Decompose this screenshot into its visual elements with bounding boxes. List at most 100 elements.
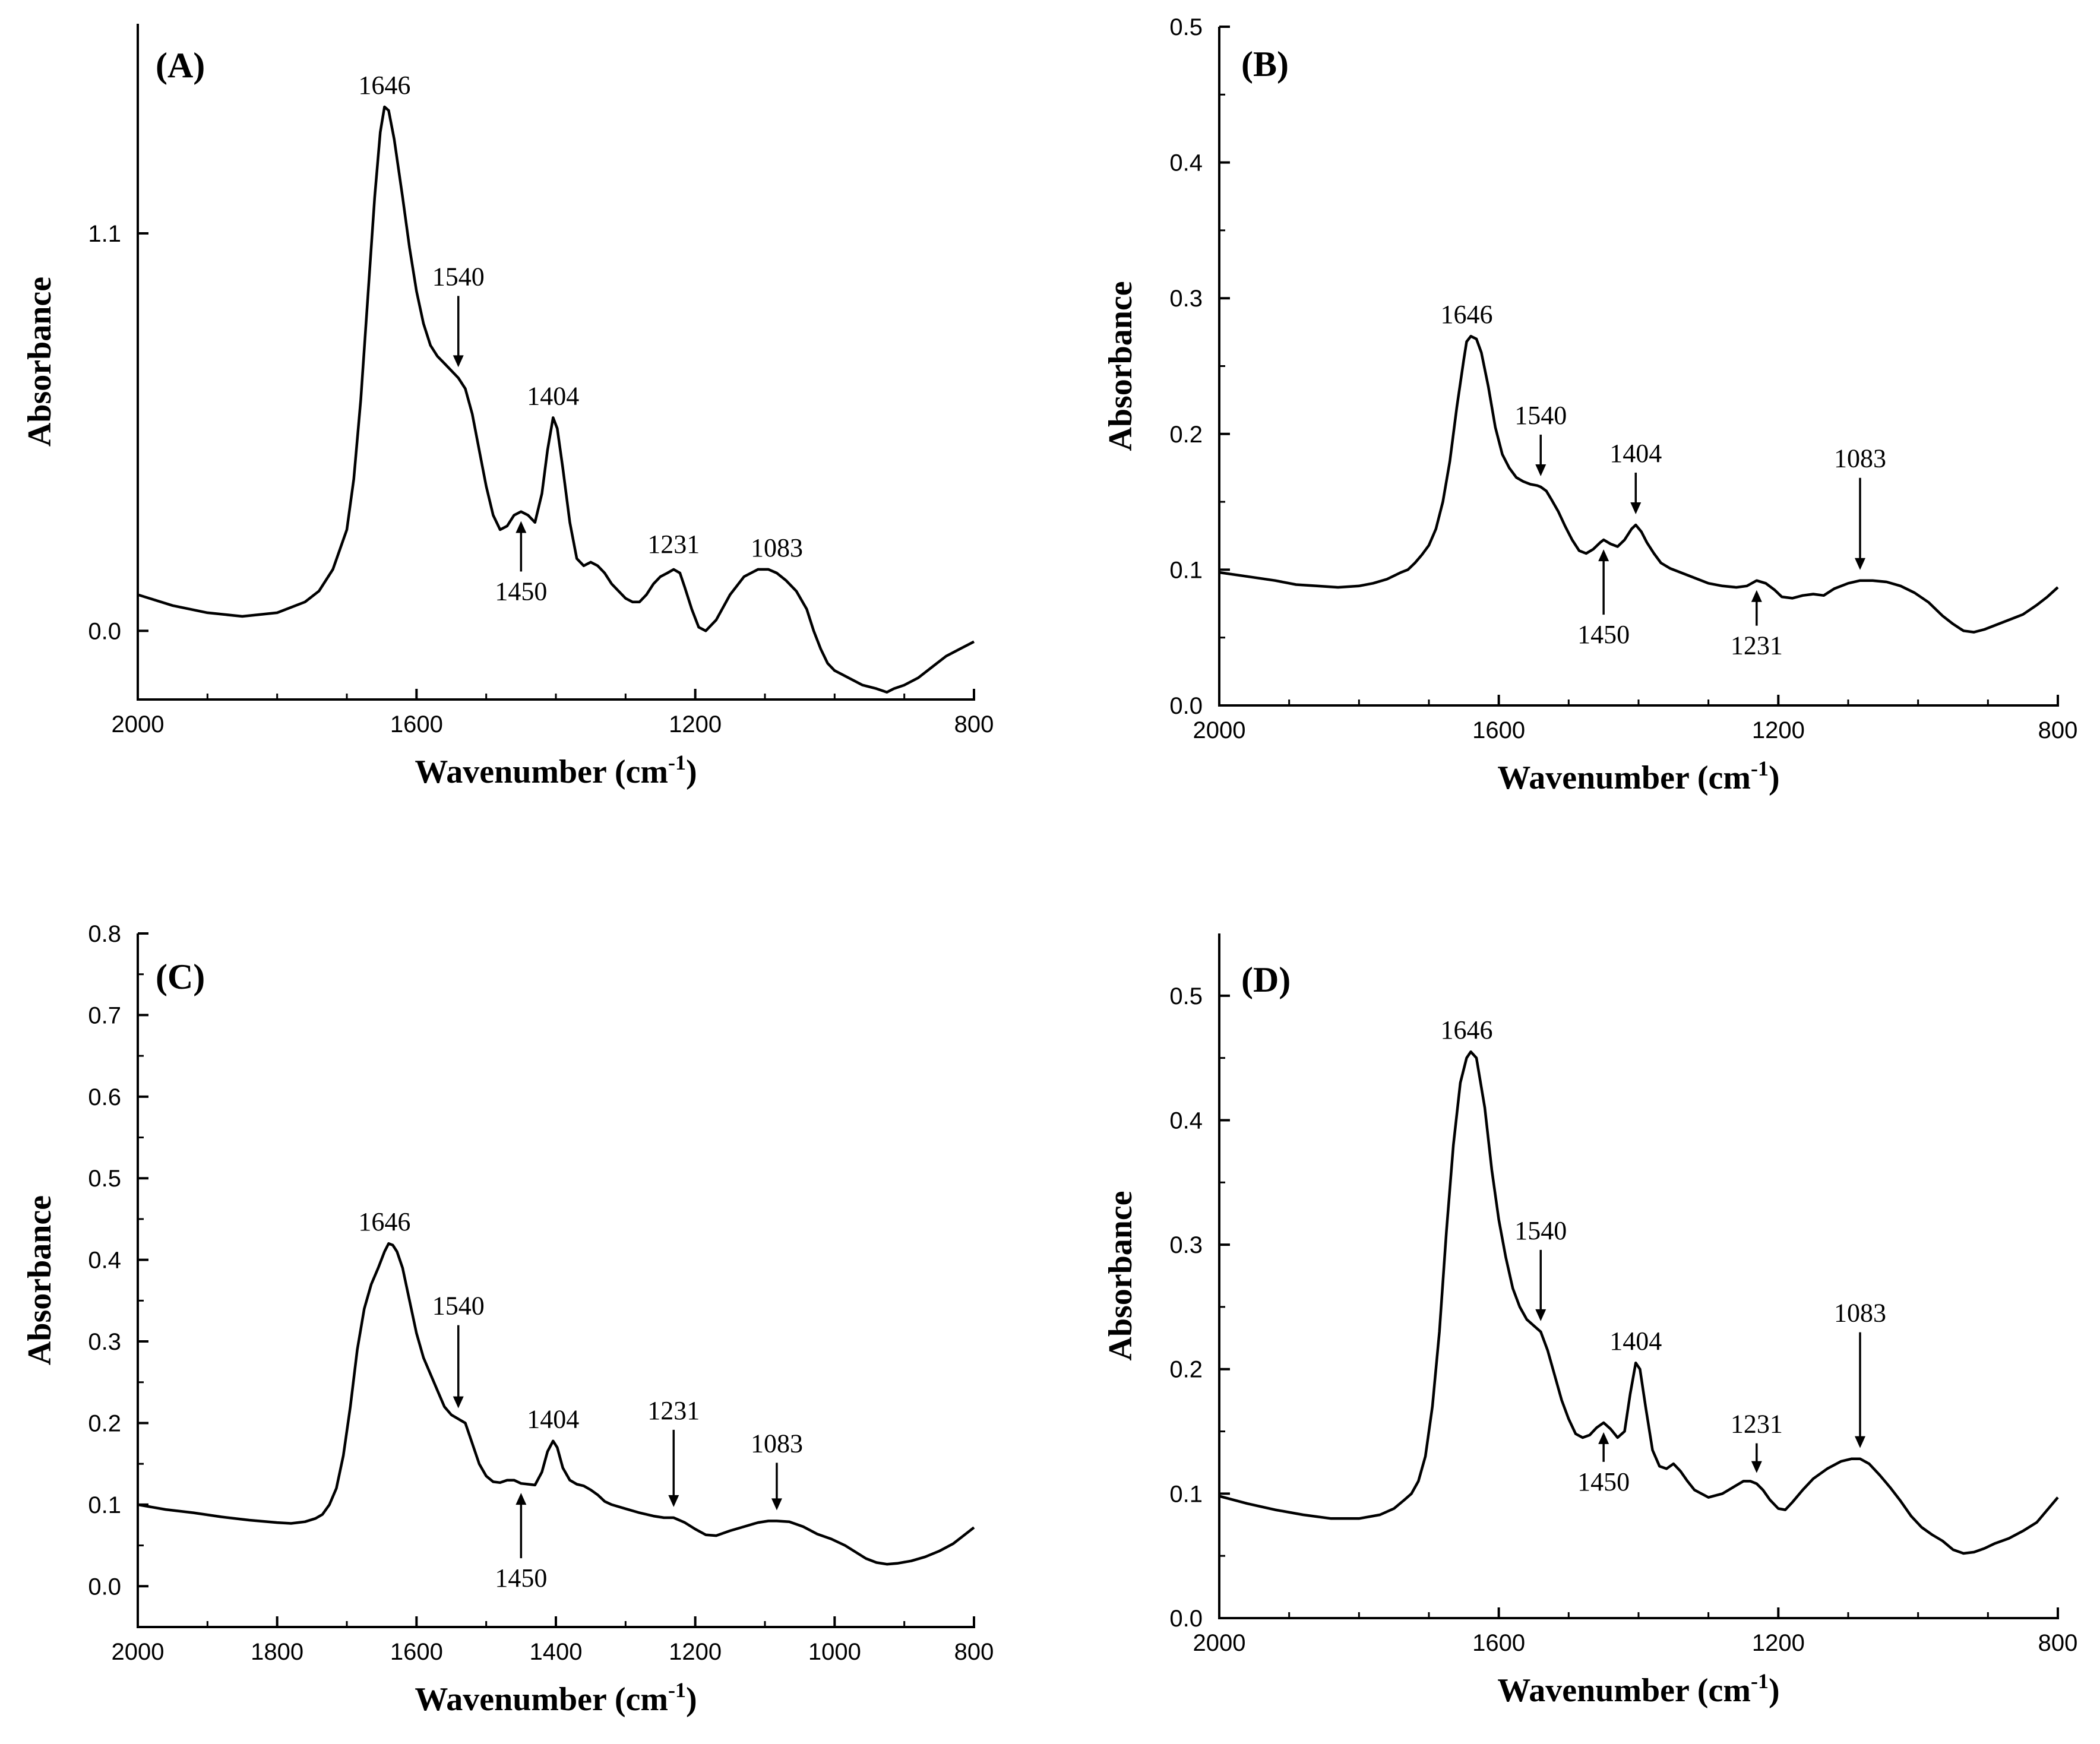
annotation-label: 1231 (1731, 1410, 1783, 1439)
peak-annotation-1646: 1646 (1441, 1015, 1493, 1044)
arrow-head (668, 1495, 679, 1507)
y-tick-label: 0.1 (1169, 557, 1203, 583)
peak-annotation-1231: 1231 (1731, 590, 1783, 660)
x-tick-label: 1200 (1752, 717, 1805, 743)
chart-panel-b: 2000 1600 1200 800 0.0 0.1 0.2 0.3 0.4 0.5 (B) Wave… (1102, 14, 2077, 796)
chart-panel-c: 2000 1800 1600 1400 1200 1000 800 0.0 0.1 0.2 0.3 0… (21, 921, 994, 1718)
peak-annotation-1231: 1231 (647, 1396, 700, 1507)
axis-frame (1218, 27, 2059, 707)
peak-annotation-1083: 1083 (751, 1429, 803, 1511)
y-tick-label: 0.1 (88, 1492, 121, 1518)
y-tick-label: 0.5 (88, 1166, 121, 1192)
peak-annotation-1450: 1450 (1577, 549, 1630, 649)
arrow-head (1598, 1432, 1609, 1444)
annotation-label: 1231 (647, 530, 700, 559)
y-tick-label: 0.3 (1169, 1232, 1203, 1258)
peak-annotation-1450: 1450 (1577, 1432, 1630, 1496)
annotation-label: 1646 (358, 1207, 410, 1236)
y-tick-label: 0.0 (88, 1574, 121, 1600)
panel-label: (B) (1241, 45, 1289, 84)
annotation-label: 1450 (1577, 1467, 1630, 1496)
peak-annotation-1231: 1231 (647, 530, 700, 559)
x-tick-label: 800 (954, 1639, 994, 1665)
spectrum-line-b (1219, 334, 2059, 634)
x-axis-title-main: Wavenumber (cm (1497, 1672, 1751, 1709)
x-axis-title-close: ) (1769, 1672, 1780, 1709)
x-tick-label: 2000 (112, 711, 165, 738)
peak-annotation-1083: 1083 (1834, 1299, 1886, 1448)
peak-annotation-1646: 1646 (1441, 300, 1493, 329)
x-tick-label: 1200 (1752, 1630, 1805, 1656)
panel-label: (A) (156, 46, 205, 85)
y-axis-title: Absorbance (21, 1195, 58, 1365)
axis-frame (137, 933, 975, 1628)
x-axis-title-close: ) (686, 754, 697, 790)
peak-annotation-1404: 1404 (527, 381, 579, 410)
panel-label: (C) (156, 957, 205, 996)
spectrum-line-a (137, 105, 975, 694)
arrow-head (453, 1396, 464, 1409)
x-axis-title: Wavenumber (cm-1) (1497, 757, 1779, 796)
peak-annotation-1450: 1450 (495, 521, 547, 606)
peak-annotation-1231: 1231 (1731, 1410, 1783, 1473)
y-tick-label: 0.2 (88, 1410, 121, 1436)
peak-annotation-1450: 1450 (495, 1493, 547, 1593)
x-tick-label: 1400 (530, 1639, 583, 1665)
annotation-label: 1083 (1834, 444, 1886, 473)
peak-annotation-1540: 1540 (1514, 401, 1567, 476)
axis-frame (1218, 933, 2059, 1619)
arrow-head (771, 1498, 782, 1511)
annotation-label: 1450 (495, 1563, 547, 1593)
y-axis-title: Absorbance (21, 277, 58, 447)
x-tick-label: 1200 (669, 1639, 722, 1665)
x-axis-title: Wavenumber (cm-1) (415, 751, 697, 790)
x-axis-title-main: Wavenumber (cm (1497, 759, 1751, 796)
annotation-label: 1450 (495, 577, 547, 606)
peak-annotation-1540: 1540 (1514, 1216, 1567, 1321)
annotation-label: 1231 (647, 1396, 700, 1425)
arrow-head (1751, 1461, 1762, 1473)
x-tick-label: 1800 (251, 1639, 303, 1665)
x-tick-label: 2000 (112, 1639, 165, 1665)
peak-annotation-1646: 1646 (358, 71, 410, 100)
axis-frame (137, 24, 975, 701)
x-axis-title-sup: -1 (1751, 1669, 1769, 1693)
x-tick-label: 1600 (390, 1639, 443, 1665)
annotation-label: 1646 (358, 71, 410, 100)
peak-annotation-1404: 1404 (1609, 439, 1662, 514)
x-tick-label: 1200 (669, 711, 722, 738)
annotation-label: 1646 (1441, 300, 1493, 329)
x-axis-title: Wavenumber (cm-1) (415, 1678, 697, 1718)
x-axis-title-sup: -1 (668, 751, 686, 774)
x-axis-title-main: Wavenumber (cm (415, 754, 668, 790)
y-tick-label: 0.5 (1169, 14, 1203, 40)
y-tick-label: 0.4 (88, 1248, 121, 1274)
arrow-head (515, 521, 527, 533)
annotation-label: 1231 (1731, 631, 1783, 660)
x-tick-label: 2000 (1193, 1630, 1246, 1656)
x-axis-title-main: Wavenumber (cm (415, 1681, 668, 1718)
y-tick-label: 0.3 (1169, 286, 1203, 312)
annotation-label: 1450 (1577, 620, 1630, 649)
annotation-label: 1404 (527, 1405, 579, 1434)
x-tick-label: 2000 (1193, 717, 1246, 743)
annotation-label: 1540 (432, 1292, 485, 1321)
arrow-head (1630, 502, 1642, 514)
chart-panel-d: 2000 1600 1200 800 0.0 0.1 0.2 0.3 0.4 0.5 (D) Wave… (1102, 933, 2077, 1709)
peak-annotation-1404: 1404 (527, 1405, 579, 1434)
peak-annotation-1083: 1083 (1834, 444, 1886, 570)
x-tick-label: 1600 (390, 711, 443, 738)
y-tick-label: 1.1 (88, 221, 121, 247)
y-axis-title: Absorbance (1102, 281, 1139, 451)
annotation-label: 1404 (527, 381, 579, 410)
x-axis-title-sup: -1 (668, 1678, 686, 1702)
y-tick-label: 0.4 (1169, 150, 1203, 176)
y-tick-label: 0.2 (1169, 422, 1203, 448)
arrow-head (1598, 549, 1609, 562)
x-axis-title: Wavenumber (cm-1) (1497, 1669, 1779, 1709)
y-tick-label: 0.6 (88, 1084, 121, 1110)
x-tick-label: 1000 (808, 1639, 861, 1665)
y-tick-label: 0.0 (88, 618, 121, 644)
y-tick-label: 0.0 (1169, 1606, 1203, 1632)
spectrum-line-d (1219, 1050, 2059, 1555)
